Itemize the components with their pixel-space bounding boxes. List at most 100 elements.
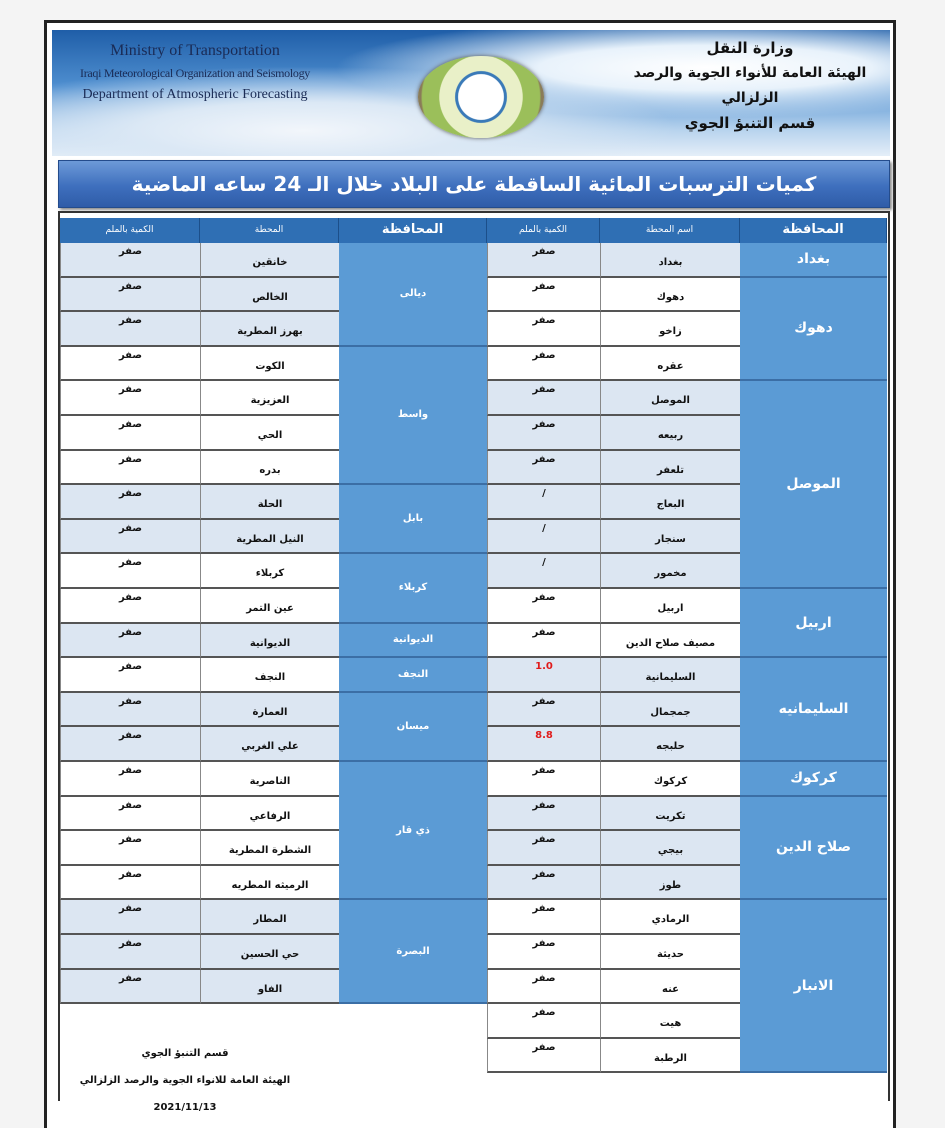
station-name: السليمانية <box>600 658 740 693</box>
station-name: الحلة <box>200 485 339 520</box>
ministry-name-en: Ministry of Transportation <box>110 42 280 59</box>
province-name: الموصل <box>786 476 841 493</box>
rainfall-amount: صفر <box>60 762 200 797</box>
station-name: الرفاعي <box>200 796 339 832</box>
province-cell: ديالى <box>339 243 487 347</box>
rainfall-amount: صفر <box>60 312 200 347</box>
station-name: علي الغربي <box>200 727 339 762</box>
station-name: بدره <box>200 450 339 486</box>
header-amount: الكمية بالملم <box>60 218 200 243</box>
station-name: زاخو <box>600 312 740 347</box>
province-name: الانبار <box>793 977 834 994</box>
station-name: الرطبة <box>600 1038 740 1074</box>
station-name: كربلاء <box>200 554 339 589</box>
province-name: البصرة <box>396 945 430 957</box>
rainfall-amount: صفر <box>60 519 200 555</box>
organization-name-en: Iraqi Meteorological Organization and Se… <box>80 66 310 80</box>
province-name: كركوك <box>790 770 837 787</box>
station-name: عقره <box>600 346 740 382</box>
rainfall-amount: صفر <box>60 969 200 1005</box>
station-name: المطار <box>200 900 339 935</box>
province-name: الديوانية <box>392 634 434 646</box>
rainfall-amount: صفر <box>487 312 600 347</box>
rainfall-amount: صفر <box>60 450 200 486</box>
station-name: العزيزية <box>200 381 339 416</box>
header-station: اسم المحطة <box>600 218 740 243</box>
station-name: البعاج <box>600 485 740 520</box>
rainfall-amount: صفر <box>487 692 600 728</box>
station-name: حديثة <box>600 935 740 970</box>
rainfall-amount: صفر <box>487 1004 600 1039</box>
province-cell: واسط <box>339 346 487 486</box>
organization-name-ar: الهيئة العامة للأنواء الجوية والرصد الزل… <box>633 65 867 106</box>
rainfall-amount: صفر <box>60 416 200 451</box>
header-province: المحافظة <box>740 218 887 243</box>
station-name: خانقين <box>200 243 339 278</box>
rainfall-amount: صفر <box>60 554 200 589</box>
rainfall-amount: صفر <box>487 796 600 832</box>
station-name: تلعفر <box>600 450 740 486</box>
station-name: بيجي <box>600 831 740 866</box>
province-name: بابل <box>402 513 424 525</box>
province-cell: ميسان <box>339 692 487 762</box>
station-name: سنجار <box>600 519 740 555</box>
province-name: واسط <box>397 409 429 421</box>
province-cell: السليمانيه <box>740 658 887 762</box>
rainfall-amount: صفر <box>60 796 200 832</box>
station-name: مصيف صلاح الدين <box>600 623 740 659</box>
station-name: مخمور <box>600 554 740 589</box>
station-name: النجف <box>200 658 339 693</box>
province-cell: بابل <box>339 485 487 555</box>
rainfall-amount: صفر <box>60 692 200 728</box>
province-cell: ذي قار <box>339 762 487 901</box>
rainfall-amount: صفر <box>60 658 200 693</box>
station-name: دهوك <box>600 277 740 313</box>
province-cell: البصرة <box>339 900 487 1005</box>
rainfall-amount: / <box>487 554 600 589</box>
province-cell: كركوك <box>740 762 887 797</box>
province-name: كربلاء <box>398 582 428 594</box>
rainfall-amount: صفر <box>487 762 600 797</box>
station-name: الرميثه المطريه <box>200 865 339 901</box>
organization-logo <box>418 56 544 138</box>
rainfall-amount: صفر <box>487 277 600 313</box>
rainfall-amount: صفر <box>487 831 600 866</box>
province-cell: بغداد <box>740 243 887 278</box>
rainfall-amount: صفر <box>60 381 200 416</box>
station-name: الفاو <box>200 969 339 1005</box>
province-name: النجف <box>397 668 429 680</box>
province-cell: الموصل <box>740 381 887 589</box>
station-name: الشطرة المطرية <box>200 831 339 866</box>
station-name: هيت <box>600 1004 740 1039</box>
rainfall-amount: صفر <box>487 450 600 486</box>
rainfall-amount: 1.0 <box>487 658 600 693</box>
rainfall-amount: صفر <box>487 243 600 278</box>
rainfall-amount: صفر <box>487 969 600 1005</box>
station-name: عنه <box>600 969 740 1005</box>
rainfall-amount: صفر <box>60 900 200 935</box>
rainfall-table-frame <box>58 211 890 1101</box>
station-name: بغداد <box>600 243 740 278</box>
province-cell: اربيل <box>740 589 887 659</box>
station-name: عين التمر <box>200 589 339 624</box>
department-name-en: Department of Atmospheric Forecasting <box>82 87 308 102</box>
rainfall-amount: صفر <box>60 935 200 970</box>
rainfall-amount: صفر <box>487 589 600 624</box>
station-name: طوز <box>600 865 740 901</box>
rainfall-amount: صفر <box>60 485 200 520</box>
province-name: دهوك <box>794 320 833 337</box>
station-name: جمجمال <box>600 692 740 728</box>
station-name: الموصل <box>600 381 740 416</box>
station-name: حي الحسين <box>200 935 339 970</box>
rainfall-amount: صفر <box>60 243 200 278</box>
province-cell: صلاح الدين <box>740 796 887 901</box>
footer-date: 2021/11/13 <box>153 1102 217 1113</box>
station-name: الخالص <box>200 277 339 313</box>
rainfall-amount: صفر <box>487 416 600 451</box>
station-name: كركوك <box>600 762 740 797</box>
footer-organization: الهيئة العامة للانواء الجوية والرصد الزل… <box>79 1075 291 1086</box>
station-name: الناصرية <box>200 762 339 797</box>
province-name: بغداد <box>796 251 831 268</box>
rainfall-amount: صفر <box>487 623 600 659</box>
ministry-name-ar: وزارة النقل <box>706 39 794 57</box>
